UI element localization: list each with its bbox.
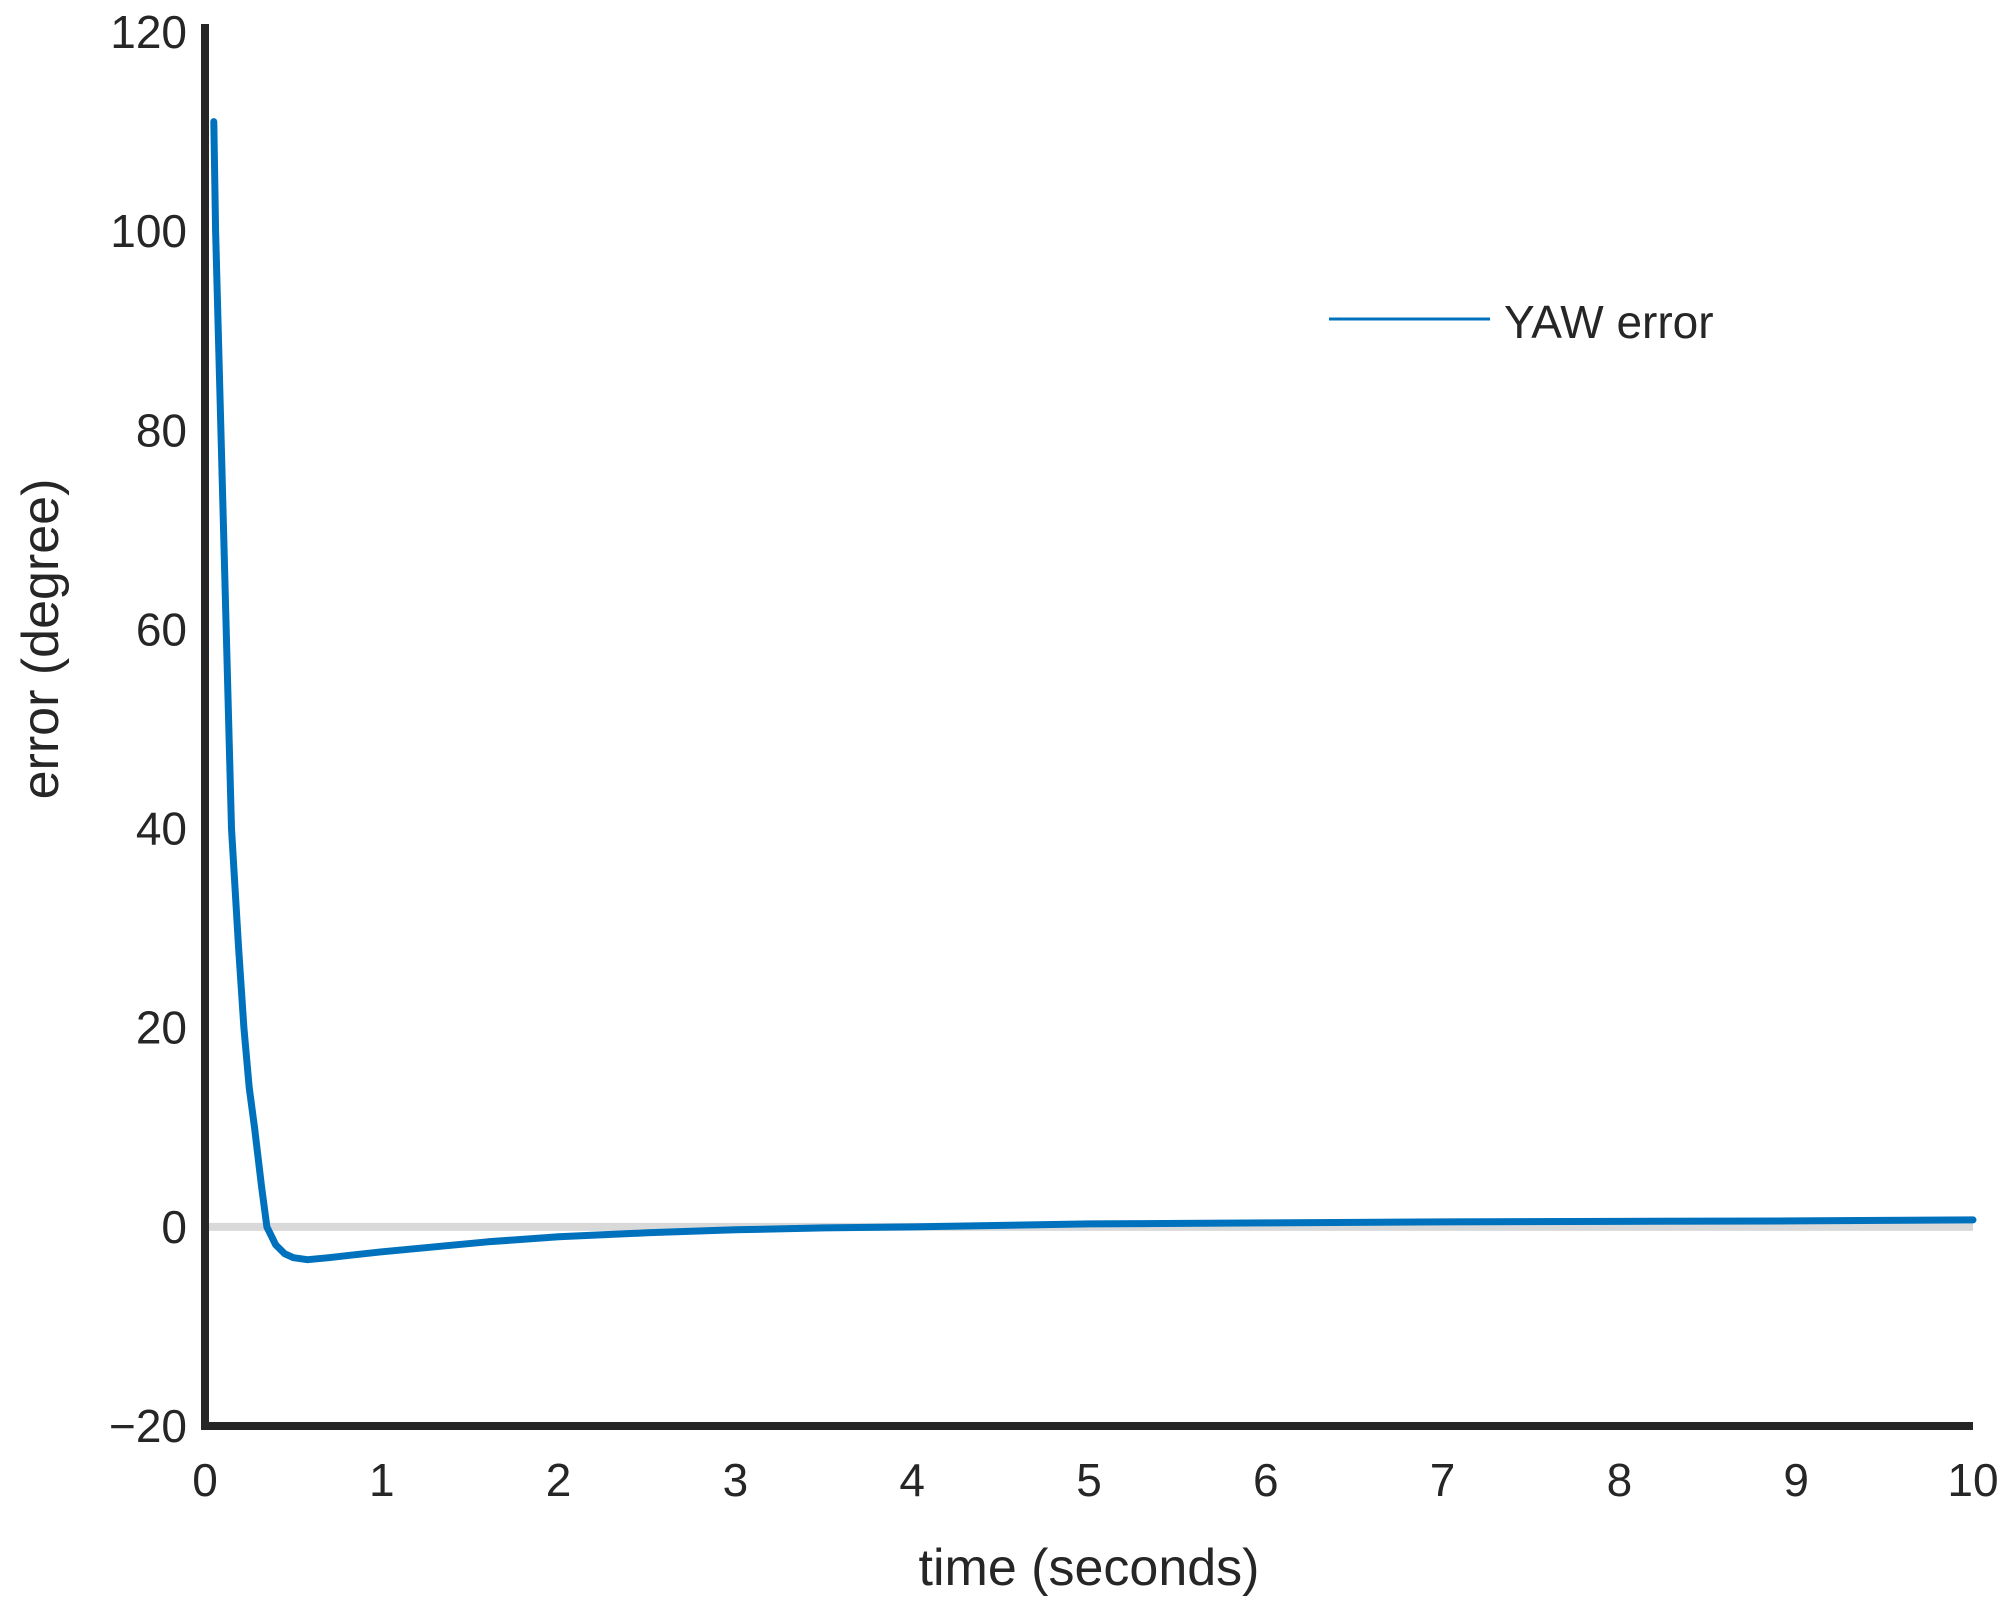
y-tick-label: 0 [161,1201,187,1253]
y-tick-label: 20 [136,1002,187,1054]
y-tick-label: 120 [110,6,187,58]
legend: YAW error [1329,296,1714,348]
series-line-yaw-error [210,118,1977,1264]
y-tick-label: 80 [136,404,187,456]
x-tick-label: 2 [546,1454,572,1506]
x-tick-label: 1 [369,1454,395,1506]
y-tick-label: 100 [110,205,187,257]
y-tick-label: 40 [136,803,187,855]
legend-label-yaw-error: YAW error [1504,296,1714,348]
x-tick-label: 6 [1253,1454,1279,1506]
x-tick-label: 10 [1947,1454,1998,1506]
y-axis-label: error (degree) [12,479,70,800]
x-tick-label: 8 [1607,1454,1633,1506]
x-tick-label: 7 [1430,1454,1456,1506]
x-tick-label: 9 [1783,1454,1809,1506]
x-tick-label: 4 [899,1454,925,1506]
y-tick-label: −20 [109,1400,187,1452]
y-tick-label: 60 [136,603,187,655]
x-tick-label: 5 [1076,1454,1102,1506]
x-tick-label: 0 [192,1454,218,1506]
x-tick-label: 3 [723,1454,749,1506]
x-axis-label: time (seconds) [919,1539,1260,1597]
